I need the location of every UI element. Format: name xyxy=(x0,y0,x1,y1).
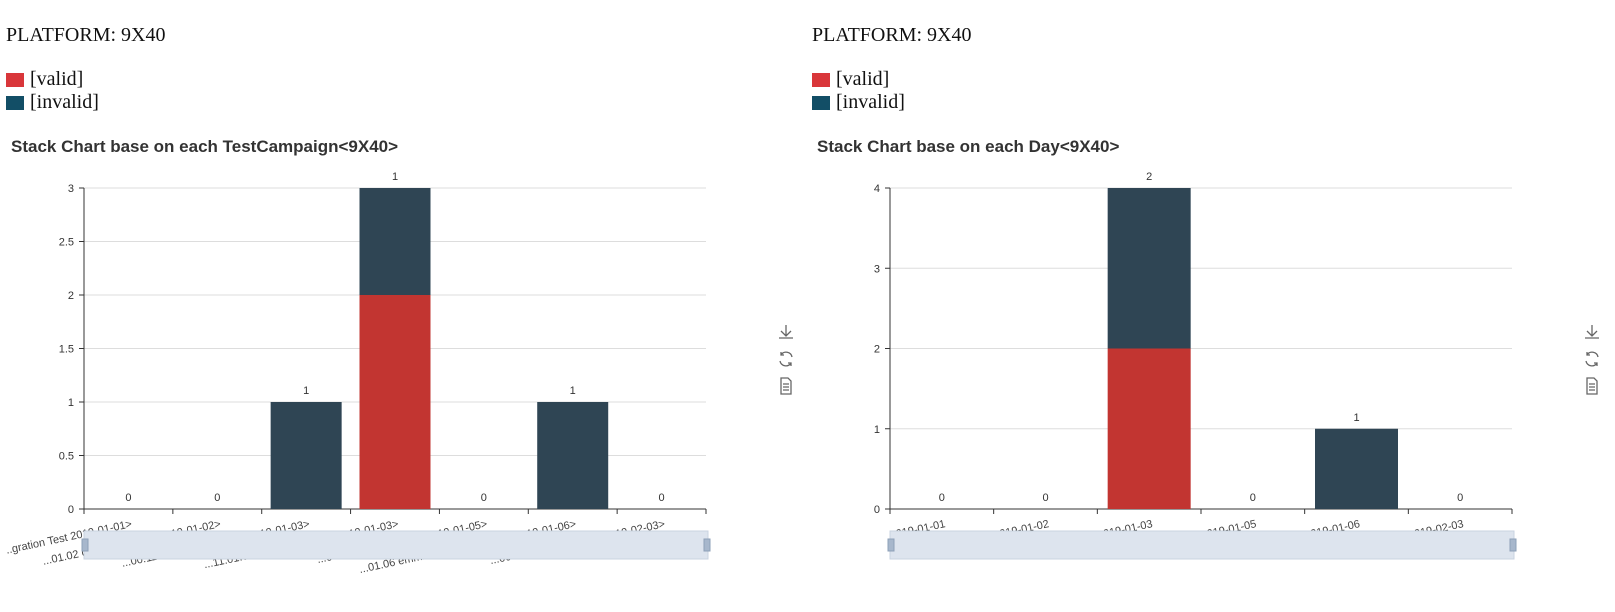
zoom-handle-right xyxy=(703,538,711,552)
data-label: 1 xyxy=(1353,412,1359,424)
chart-toolbox xyxy=(1582,322,1604,403)
zoom-handle-left xyxy=(887,538,895,552)
legend-swatch-valid xyxy=(812,72,830,87)
bar-invalid xyxy=(1315,428,1398,509)
legend-label-invalid: [invalid] xyxy=(836,91,905,113)
data-label: 0 xyxy=(1457,492,1463,504)
data-label: 0 xyxy=(481,492,487,504)
data-zoom-slider xyxy=(889,530,1515,560)
legend-item-invalid[interactable]: [invalid] xyxy=(812,91,905,114)
platform-label: PLATFORM: 9X40 xyxy=(6,24,166,46)
y-tick-label: 3 xyxy=(68,183,74,195)
download-icon[interactable] xyxy=(1582,322,1602,342)
bar-valid xyxy=(1107,348,1191,509)
data-label: 0 xyxy=(1042,492,1048,504)
data-view-icon[interactable] xyxy=(776,376,796,396)
data-label: 0 xyxy=(214,492,220,504)
data-label: 2 xyxy=(1146,171,1152,183)
legend-item-valid[interactable]: [valid] xyxy=(6,68,99,91)
data-label: 0 xyxy=(939,492,945,504)
stacked-bar-chart-campaign: 00.511.522.530...gration Test 2019-01-01… xyxy=(6,171,711,576)
legend-label-valid: [valid] xyxy=(30,68,84,90)
data-label: 1 xyxy=(303,385,309,397)
y-tick-label: 0.5 xyxy=(59,451,74,463)
data-label: 0 xyxy=(125,492,131,504)
chart-panel-campaign: PLATFORM: 9X40 [valid] [invalid] Stack C… xyxy=(6,0,793,612)
y-tick-label: 3 xyxy=(874,263,880,275)
chart-title: Stack Chart base on each TestCampaign<9X… xyxy=(11,137,399,156)
y-tick-label: 2 xyxy=(874,344,880,356)
bar-invalid xyxy=(270,402,342,509)
stacked-bar-chart-day: 0123402019-01-0102019-01-0222019-01-0302… xyxy=(874,171,1517,560)
data-zoom-slider xyxy=(83,530,709,560)
data-label: 1 xyxy=(392,171,398,183)
chart-toolbox xyxy=(776,322,798,403)
legend-label-valid: [valid] xyxy=(836,68,890,90)
bar-invalid xyxy=(537,402,609,509)
platform-label: PLATFORM: 9X40 xyxy=(812,24,972,46)
legend-swatch-invalid xyxy=(6,95,24,110)
chart-panel-day: PLATFORM: 9X40 [valid] [invalid] Stack C… xyxy=(812,0,1599,612)
legend-swatch-invalid xyxy=(812,95,830,110)
legend-label-invalid: [invalid] xyxy=(30,91,99,113)
legend-item-invalid[interactable]: [invalid] xyxy=(6,91,99,114)
y-tick-label: 4 xyxy=(874,183,880,195)
legend: [valid] [invalid] xyxy=(6,68,99,114)
y-tick-label: 2.5 xyxy=(59,237,74,249)
refresh-icon[interactable] xyxy=(776,349,796,369)
data-label: 0 xyxy=(659,492,665,504)
y-tick-label: 0 xyxy=(874,504,880,516)
download-icon[interactable] xyxy=(776,322,796,342)
y-tick-label: 1 xyxy=(874,424,880,436)
y-tick-label: 1 xyxy=(68,397,74,409)
data-label: 0 xyxy=(1250,492,1256,504)
zoom-handle-left xyxy=(81,538,89,552)
legend-swatch-valid xyxy=(6,72,24,87)
chart-title: Stack Chart base on each Day<9X40> xyxy=(817,137,1120,156)
refresh-icon[interactable] xyxy=(1582,349,1602,369)
bar-invalid xyxy=(359,188,431,295)
legend-item-valid[interactable]: [valid] xyxy=(812,68,905,91)
data-label: 1 xyxy=(570,385,576,397)
legend: [valid] [invalid] xyxy=(812,68,905,114)
y-tick-label: 2 xyxy=(68,290,74,302)
bar-valid xyxy=(359,295,431,509)
data-view-icon[interactable] xyxy=(1582,376,1602,396)
bar-invalid xyxy=(1107,188,1191,349)
y-tick-label: 1.5 xyxy=(59,344,74,356)
y-tick-label: 0 xyxy=(68,504,74,516)
zoom-handle-right xyxy=(1509,538,1517,552)
